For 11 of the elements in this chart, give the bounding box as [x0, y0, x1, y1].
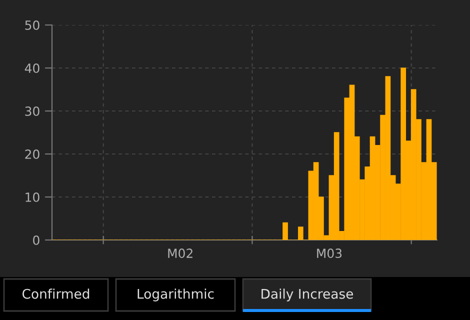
x-tick-label: M02 [168, 248, 192, 258]
x-tick-label: M03 [317, 248, 342, 258]
text: Daily Increase [262, 288, 354, 302]
text: Confirmed [22, 288, 90, 299]
y-tick-label: 10 [26, 192, 40, 202]
y-tick-label: 40 [24, 63, 40, 73]
y-tick-label: 30 [25, 106, 40, 116]
y-tick-label: 50 [25, 20, 40, 30]
y-tick-label: 0 [33, 235, 40, 245]
text: Logarithmic [138, 288, 214, 302]
y-tick-label: 20 [25, 149, 40, 159]
